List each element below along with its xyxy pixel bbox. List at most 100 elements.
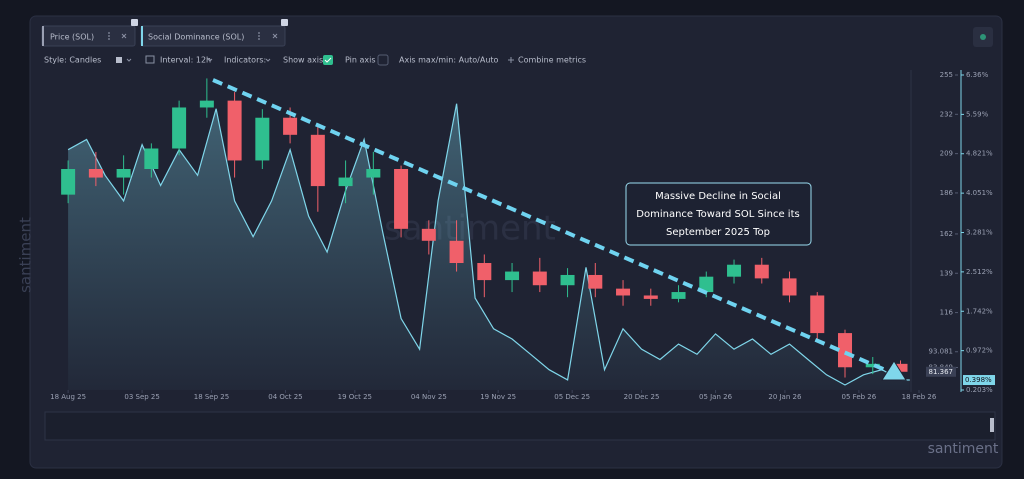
y2-tick-label: 4.051% [966, 189, 993, 197]
navigator[interactable] [44, 411, 996, 441]
annotation-text: September 2025 Top [666, 227, 770, 238]
candle-body [838, 333, 853, 368]
candle-body [338, 177, 353, 187]
calendar-icon [145, 55, 155, 64]
show-axis-label: Show axis [283, 56, 323, 65]
y2-tick-label: 1.742% [966, 307, 993, 315]
y-tick-label: 162 [940, 230, 953, 238]
candle-body [560, 274, 575, 286]
x-tick-label: 04 Nov 25 [411, 393, 447, 401]
candle-body [643, 295, 658, 299]
dominance-area [68, 103, 910, 390]
candle-body [810, 295, 825, 334]
candle-body [532, 271, 547, 286]
x-tick-label: 20 Dec 25 [624, 393, 660, 401]
tab-indicator [141, 26, 143, 46]
tab-label: Price (SOL) [50, 33, 94, 42]
x-tick-label: 19 Oct 25 [338, 393, 372, 401]
candle-body [144, 148, 159, 170]
tab-label: Social Dominance (SOL) [148, 33, 244, 42]
annotation-box [625, 182, 812, 246]
candle-body [671, 292, 686, 299]
candle-body [893, 363, 908, 372]
current-value-box [963, 375, 995, 386]
annotation-text: Dominance Toward SOL Since its [636, 209, 799, 220]
candle-body [477, 263, 492, 281]
tab-indicator [42, 26, 44, 46]
color-swatch[interactable] [116, 57, 122, 63]
chevron [265, 58, 271, 62]
candle-body [366, 169, 381, 178]
y2-tick-label: 0.203% [966, 386, 993, 394]
y-tick-label: 93.081 [929, 348, 954, 356]
candle-body [172, 107, 187, 149]
badge [131, 19, 138, 26]
y-tick-label: 232 [940, 110, 953, 118]
dominance-line [67, 103, 910, 386]
x-tick-label: 18 Aug 25 [50, 393, 86, 401]
current-value-label: 0.398% [965, 376, 992, 384]
current-price-box [926, 366, 956, 377]
badge [281, 19, 288, 26]
menu-icon[interactable] [108, 32, 260, 40]
watermark: santiment [928, 441, 999, 457]
x-tick-label: 20 Jan 26 [768, 393, 802, 401]
candle-body [310, 134, 325, 187]
candle-body [588, 274, 603, 289]
y2-tick-label: 5.59% [966, 110, 989, 118]
indicators-select[interactable]: Indicators: [224, 56, 266, 65]
candle-body [421, 228, 436, 241]
trend-arrow [881, 360, 907, 381]
y2-tick-label: 0.972% [966, 347, 993, 355]
style-select[interactable]: Style: Candles [44, 56, 101, 65]
annotation-text: Massive Decline in Social [655, 191, 781, 202]
candle-body [283, 117, 298, 135]
x-tick-label: 18 Sep 25 [194, 393, 229, 401]
candle-body [505, 271, 520, 281]
candle-body [727, 264, 742, 277]
pin-axis-checkbox[interactable] [377, 54, 389, 66]
y2-tick-label: 4.821% [966, 150, 993, 158]
y2-tick-label: 3.281% [966, 229, 993, 237]
show-axis-checkbox[interactable] [323, 55, 333, 65]
candle-body [616, 288, 631, 296]
interval-select[interactable]: Interval: 12h [160, 56, 211, 65]
candle-body [449, 240, 464, 264]
candle-body [116, 169, 131, 178]
close-icon[interactable] [121, 33, 278, 39]
y-tick-label: 255 [940, 71, 953, 79]
plus-icon [508, 57, 514, 63]
x-tick-label: 05 Jan 26 [699, 393, 733, 401]
y-tick-label: 186 [940, 189, 954, 197]
axis-minmax-select[interactable]: Axis max/min: Auto/Auto [399, 56, 499, 65]
chevron [126, 58, 132, 62]
y-tick-label: 139 [940, 269, 953, 277]
candle-body [782, 278, 797, 296]
candle-body [394, 169, 409, 229]
y-tick-label: 116 [940, 309, 954, 317]
chevron [207, 58, 213, 62]
y2-tick-label: 2.512% [966, 268, 993, 276]
navigator-handle[interactable] [990, 418, 994, 432]
current-price-label: 81.367 [929, 368, 954, 376]
y-tick-label: 209 [940, 150, 953, 158]
candle-body [199, 100, 214, 108]
combine-metrics[interactable]: Combine metrics [518, 56, 586, 65]
candle-body [699, 276, 714, 293]
x-tick-label: 05 Dec 25 [554, 393, 590, 401]
candle-body [754, 264, 769, 279]
x-tick-label: 19 Nov 25 [480, 393, 516, 401]
candle-body [61, 169, 76, 195]
check [324, 57, 332, 63]
candle-body [227, 100, 242, 161]
candle-body [255, 117, 270, 161]
x-tick-label: 05 Feb 26 [842, 393, 877, 401]
watermark: santiment [17, 217, 35, 293]
y2-tick-label: 6.36% [966, 71, 989, 79]
status-dot [980, 34, 986, 40]
trend-line [212, 78, 891, 374]
x-tick-label: 04 Oct 25 [268, 393, 302, 401]
candle-body [865, 363, 880, 368]
x-tick-label: 03 Sep 25 [124, 393, 159, 401]
